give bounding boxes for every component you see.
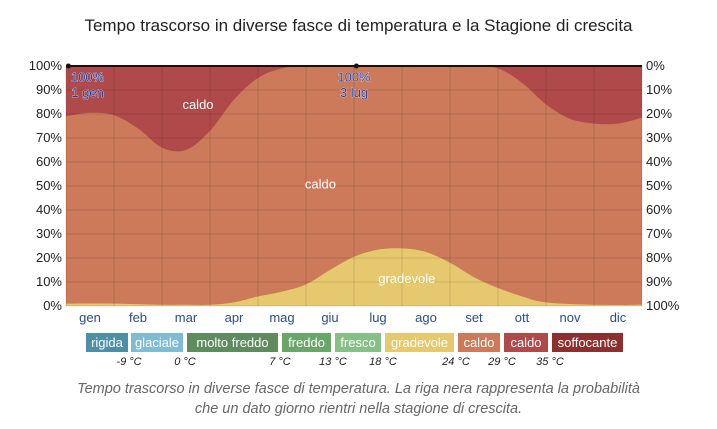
growing-season-date: 1 gen xyxy=(71,85,104,100)
legend-chip: glaciale xyxy=(131,333,183,352)
x-tick-month: nov xyxy=(560,310,581,325)
y-tick-left: 30% xyxy=(36,226,62,241)
y-tick-right: 60% xyxy=(646,202,672,217)
legend-chip: freddo xyxy=(282,333,331,352)
legend-chip: fresco xyxy=(335,333,381,352)
legend-threshold: 35 °C xyxy=(536,356,564,368)
legend-threshold: 0 °C xyxy=(174,356,196,368)
x-tick-month: gen xyxy=(79,310,101,325)
y-tick-left: 100% xyxy=(29,58,63,73)
growing-season-percent: 100% xyxy=(71,70,105,85)
area-gradevole xyxy=(66,248,642,306)
y-tick-right: 70% xyxy=(646,226,672,241)
legend-chip: caldo xyxy=(458,333,500,352)
y-tick-left: 60% xyxy=(36,154,62,169)
y-tick-right: 40% xyxy=(646,154,672,169)
y-tick-right: 30% xyxy=(646,130,672,145)
chart-title: Tempo trascorso in diverse fasce di temp… xyxy=(84,16,633,35)
legend-threshold: -9 °C xyxy=(116,356,142,368)
legend-chip: molto freddo xyxy=(187,333,278,352)
growing-season-date: 3 lug xyxy=(340,85,368,100)
x-tick-month: feb xyxy=(129,310,147,325)
chart-caption: Tempo trascorso in diverse fasce di temp… xyxy=(0,379,717,419)
y-tick-left: 90% xyxy=(36,82,62,97)
y-tick-left: 50% xyxy=(36,178,62,193)
x-tick-month: mag xyxy=(269,310,294,325)
y-tick-right: 20% xyxy=(646,106,672,121)
y-tick-right: 50% xyxy=(646,178,672,193)
growing-season-marker xyxy=(353,63,359,69)
legend-chip: rigida xyxy=(86,333,128,352)
y-tick-right: 90% xyxy=(646,274,672,289)
legend-threshold: 24 °C xyxy=(442,356,470,368)
legend-threshold: 29 °C xyxy=(488,356,516,368)
caption-line-1: Tempo trascorso in diverse fasce di temp… xyxy=(77,381,640,397)
growing-season-marker xyxy=(65,63,71,69)
temperature-band-chart: 0% 10% 20% 30% 40% 50% 60% 70% 80% 90% 100% 100% 90%… xyxy=(29,58,680,325)
legend-chip: caldo xyxy=(504,333,548,352)
x-tick-month: ott xyxy=(515,310,530,325)
legend-threshold: 18 °C xyxy=(369,356,397,368)
x-tick-month: apr xyxy=(225,310,244,325)
y-tick-left: 10% xyxy=(36,274,62,289)
x-tick-month: lug xyxy=(369,310,386,325)
legend-chip: soffocante xyxy=(552,333,623,352)
x-tick-month: mar xyxy=(175,310,198,325)
y-tick-right: 10% xyxy=(646,82,672,97)
x-tick-month: set xyxy=(465,310,483,325)
growing-season-percent: 100% xyxy=(337,70,371,85)
area-label-caldo: caldo xyxy=(305,176,336,191)
x-tick-month: ago xyxy=(415,310,437,325)
y-tick-left: 80% xyxy=(36,106,62,121)
legend-chip: gradevole xyxy=(385,333,454,352)
area-label-gradevole: gradevole xyxy=(378,271,435,286)
legend-threshold: 7 °C xyxy=(269,356,291,368)
y-tick-left: 40% xyxy=(36,202,62,217)
y-tick-left: 20% xyxy=(36,250,62,265)
y-tick-left: 0% xyxy=(43,298,62,313)
y-tick-right: 100% xyxy=(646,298,680,313)
temperature-legend: rigida glaciale molto freddo freddo fresco gr… xyxy=(0,333,717,373)
caption-line-2: che un dato giorno rientri nella stagion… xyxy=(194,401,523,417)
y-tick-right: 80% xyxy=(646,250,672,265)
x-tick-month: giu xyxy=(321,310,338,325)
x-tick-month: dic xyxy=(610,310,627,325)
area-caldo xyxy=(66,65,642,306)
y-tick-right: 0% xyxy=(646,58,665,73)
y-tick-left: 70% xyxy=(36,130,62,145)
legend-threshold: 13 °C xyxy=(319,356,347,368)
area-label-caldo-hot: caldo xyxy=(182,97,213,112)
